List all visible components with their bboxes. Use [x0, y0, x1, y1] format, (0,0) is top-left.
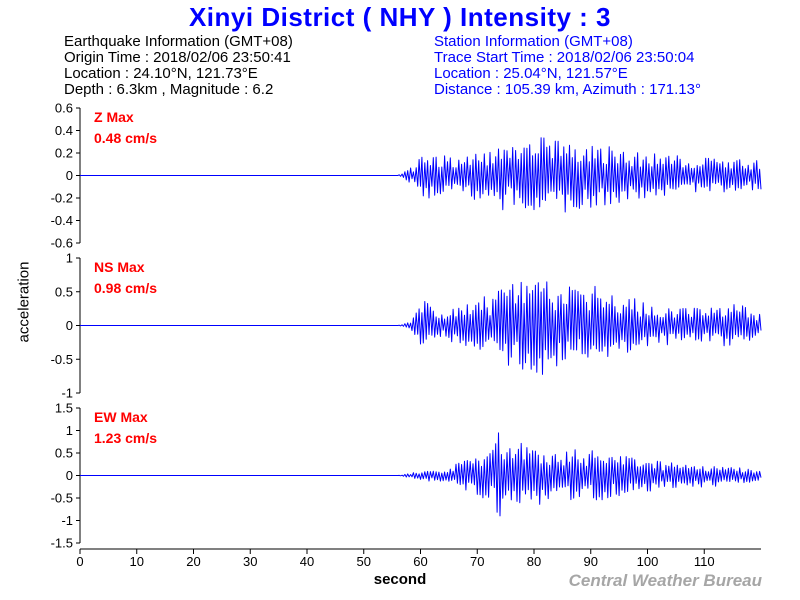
y-tick-label: 0: [66, 318, 73, 333]
max-label-name: Z Max: [94, 109, 134, 125]
panel-ns: 1 0.5 0 -0.5 -1 NS Max 0.98 cm/s: [51, 251, 762, 401]
x-tick-label: 80: [527, 554, 541, 569]
y-tick-label: 0.5: [55, 284, 73, 299]
station-info-heading: Station Information (GMT+08): [434, 33, 633, 50]
x-tick-label: 90: [584, 554, 598, 569]
x-tick-label: 110: [694, 554, 715, 569]
y-tick-label: 1: [66, 251, 73, 266]
max-label-value: 0.48 cm/s: [94, 130, 157, 146]
max-label-name: EW Max: [94, 409, 148, 425]
waveform-trace: [80, 137, 762, 213]
waveform-trace: [80, 432, 762, 517]
y-tick-label: 0.5: [55, 446, 73, 461]
y-tick-label: 1: [66, 423, 73, 438]
earthquake-info: Earthquake Information (GMT+08) Origin T…: [64, 34, 293, 98]
x-tick-label: 40: [300, 554, 314, 569]
waveform-trace: [80, 281, 762, 375]
x-tick-label: 50: [357, 554, 371, 569]
y-tick-label: -1: [61, 513, 73, 528]
y-tick-label: -1: [61, 386, 73, 401]
x-tick-label: 30: [243, 554, 257, 569]
y-tick-label: -0.4: [51, 213, 73, 228]
x-tick-label: 60: [413, 554, 427, 569]
y-tick-label: -0.2: [51, 191, 73, 206]
earthquake-info-heading: Earthquake Information (GMT+08): [64, 33, 293, 50]
y-axis-label: acceleration: [15, 261, 33, 343]
y-tick-label: 0: [66, 168, 73, 183]
x-tick-label: 20: [186, 554, 200, 569]
y-tick-label: 0: [66, 468, 73, 483]
trace-start-time: Trace Start Time : 2018/02/06 23:50:04: [434, 49, 695, 66]
panel-z: 0.6 0.4 0.2 0 -0.2 -0.4 -0.6 Z Max 0.48 cm/s: [51, 101, 762, 251]
page-title: Xinyi District ( NHY ) Intensity : 3: [188, 2, 612, 32]
y-tick-label: 0.6: [55, 101, 73, 116]
x-tick-label: 70: [470, 554, 484, 569]
distance-azimuth: Distance : 105.39 km, Azimuth : 171.13°: [434, 81, 701, 98]
panel-ew: 1.5 1 0.5 0 -0.5 -1 -1.5 EW Max 1.23 cm/s: [51, 401, 762, 551]
station-info: Station Information (GMT+08) Trace Start…: [434, 34, 701, 98]
x-tick-label: 0: [76, 554, 83, 569]
max-label-value: 1.23 cm/s: [94, 430, 157, 446]
x-tick-label: 100: [637, 554, 659, 569]
max-label-name: NS Max: [94, 259, 145, 275]
y-tick-label: 0.4: [55, 123, 73, 138]
y-tick-label: -0.6: [51, 236, 73, 251]
x-axis-label: second: [373, 571, 427, 588]
epicenter-location: Location : 24.10°N, 121.73°E: [64, 65, 258, 82]
max-label-value: 0.98 cm/s: [94, 280, 157, 296]
credit-text: Central Weather Bureau: [568, 571, 762, 590]
y-tick-label: -1.5: [51, 536, 73, 551]
x-axis: 0 10 20 30 40 50 60 70 80 90 100 110: [76, 548, 761, 569]
station-location: Location : 25.04°N, 121.57°E: [434, 65, 628, 82]
y-tick-label: 0.2: [55, 146, 73, 161]
x-tick-label: 10: [130, 554, 144, 569]
y-tick-label: -0.5: [51, 491, 73, 506]
y-tick-label: -0.5: [51, 352, 73, 367]
y-tick-label: 1.5: [55, 401, 73, 416]
depth-magnitude: Depth : 6.3km , Magnitude : 6.2: [64, 81, 274, 98]
origin-time: Origin Time : 2018/02/06 23:50:41: [64, 49, 291, 66]
